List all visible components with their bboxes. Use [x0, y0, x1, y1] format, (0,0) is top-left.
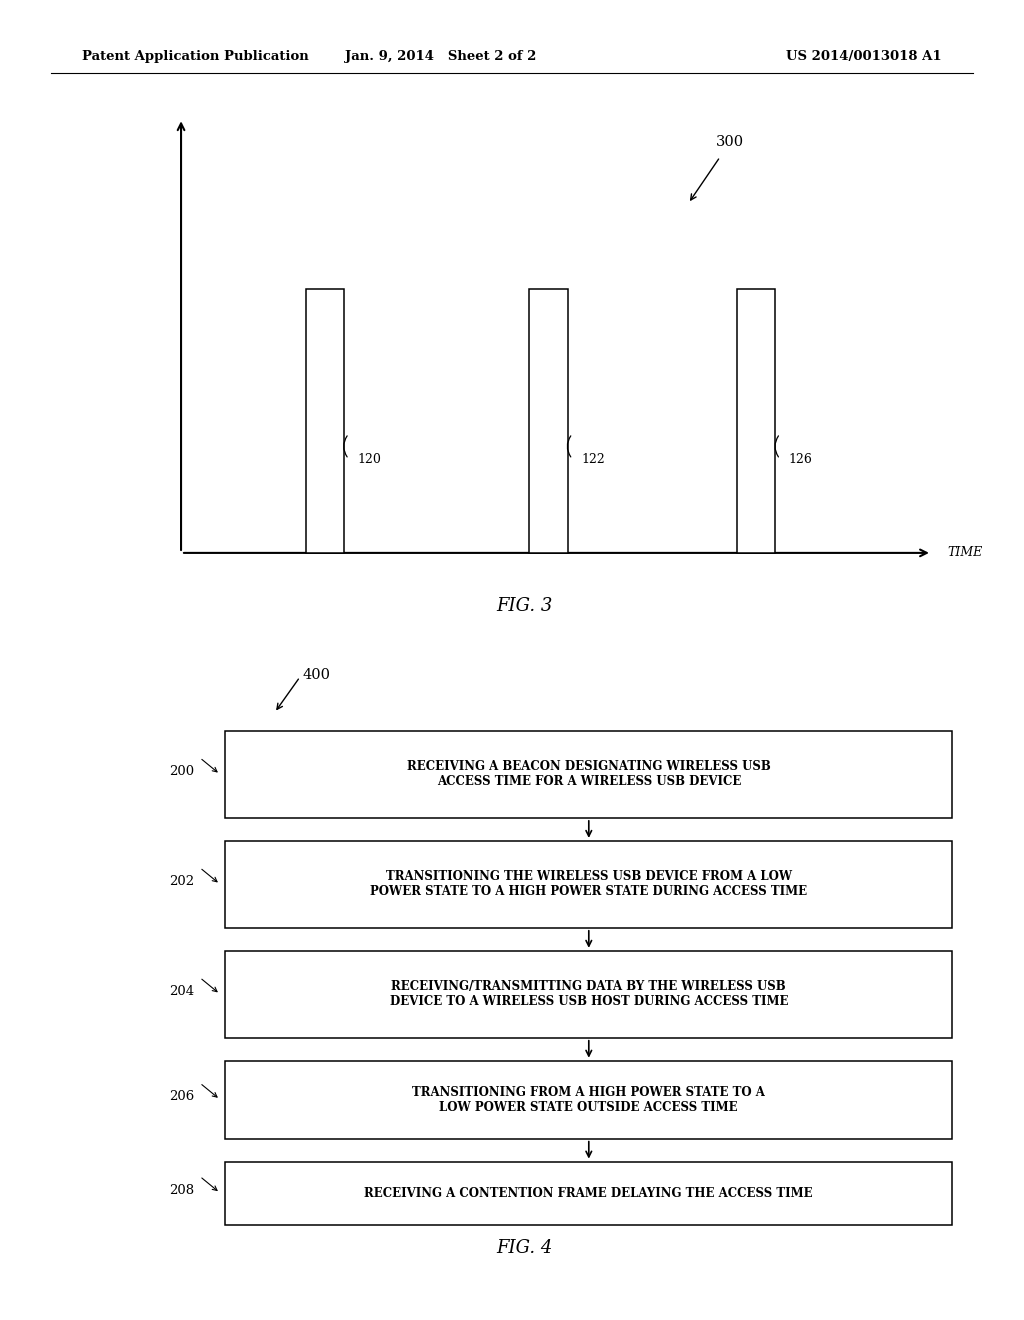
FancyBboxPatch shape	[225, 1060, 952, 1139]
Text: 400: 400	[302, 668, 330, 682]
Text: FIG. 4: FIG. 4	[496, 1238, 553, 1257]
FancyBboxPatch shape	[225, 731, 952, 818]
Bar	[305, 289, 344, 553]
Text: FIRST BEACON
FROM HOST: FIRST BEACON FROM HOST	[276, 731, 374, 758]
Text: 202: 202	[169, 875, 195, 888]
FancyBboxPatch shape	[225, 950, 952, 1038]
Text: 122: 122	[582, 453, 605, 466]
Text: DEVICE 2 BEGINS TO
EXCHANGE DATA
WITH THE HOST: DEVICE 2 BEGINS TO EXCHANGE DATA WITH TH…	[687, 731, 824, 772]
Text: 204: 204	[169, 985, 195, 998]
Text: 208: 208	[169, 1184, 195, 1196]
Text: RECEIVING/TRANSMITTING DATA BY THE WIRELESS USB
DEVICE TO A WIRELESS USB HOST DU: RECEIVING/TRANSMITTING DATA BY THE WIREL…	[389, 981, 788, 1008]
Text: TRANSITIONING FROM A HIGH POWER STATE TO A
LOW POWER STATE OUTSIDE ACCESS TIME: TRANSITIONING FROM A HIGH POWER STATE TO…	[413, 1085, 765, 1114]
Text: 300: 300	[716, 136, 744, 149]
Text: 206: 206	[169, 1090, 195, 1104]
Text: RECEIVING A BEACON DESIGNATING WIRELESS USB
ACCESS TIME FOR A WIRELESS USB DEVIC: RECEIVING A BEACON DESIGNATING WIRELESS …	[407, 760, 771, 788]
Text: US 2014/0013018 A1: US 2014/0013018 A1	[786, 50, 942, 63]
Text: 126: 126	[788, 453, 813, 466]
Bar	[737, 289, 775, 553]
Text: TIME: TIME	[948, 546, 983, 560]
FancyBboxPatch shape	[225, 1162, 952, 1225]
Text: 120: 120	[357, 453, 381, 466]
FancyBboxPatch shape	[225, 841, 952, 928]
Text: 200: 200	[169, 764, 195, 777]
Text: DEVICE 1 BEGINS TO
EXCHANGE DATA
WITH THE HOST: DEVICE 1 BEGINS TO EXCHANGE DATA WITH TH…	[480, 731, 617, 772]
Text: RECEIVING A CONTENTION FRAME DELAYING THE ACCESS TIME: RECEIVING A CONTENTION FRAME DELAYING TH…	[365, 1187, 813, 1200]
Text: Jan. 9, 2014   Sheet 2 of 2: Jan. 9, 2014 Sheet 2 of 2	[345, 50, 536, 63]
Text: FIG. 3: FIG. 3	[496, 597, 553, 615]
Text: TRANSITIONING THE WIRELESS USB DEVICE FROM A LOW
POWER STATE TO A HIGH POWER STA: TRANSITIONING THE WIRELESS USB DEVICE FR…	[371, 870, 807, 899]
Text: Patent Application Publication: Patent Application Publication	[82, 50, 308, 63]
Bar	[529, 289, 567, 553]
